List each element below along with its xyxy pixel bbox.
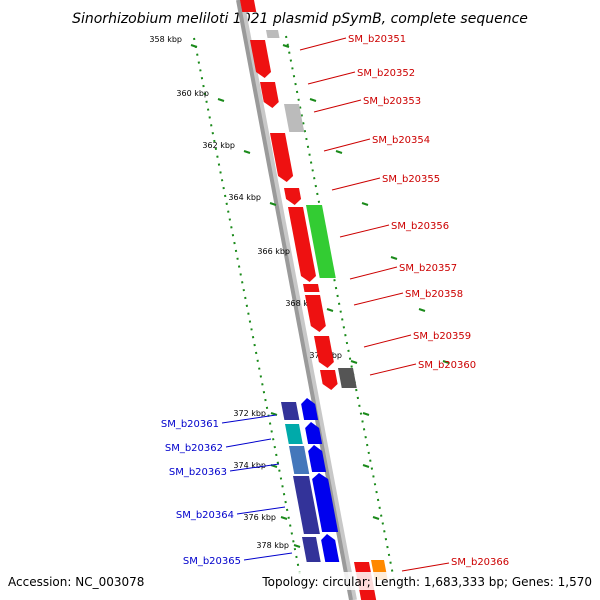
ruler-tick-label: 360 kbp bbox=[176, 89, 209, 98]
gene-feature-sm-b20359 bbox=[314, 336, 334, 368]
gene-feature-sm-b20362-inner bbox=[285, 424, 303, 444]
gene-label-leader bbox=[225, 438, 272, 448]
gene-label[interactable]: SM_b20360 bbox=[418, 360, 476, 371]
ruler-tick bbox=[217, 98, 225, 102]
gene-feature-sm-b20362 bbox=[305, 422, 323, 444]
gene-feature-sm-b20360 bbox=[320, 370, 338, 390]
backbone-line bbox=[236, 0, 353, 600]
gene-feature-sm-b20358 bbox=[305, 295, 326, 332]
gene-label[interactable]: SM_b20356 bbox=[391, 221, 449, 232]
ruler-tick-label: 366 kbp bbox=[257, 247, 290, 256]
gene-feature-sm-b20357 bbox=[303, 284, 320, 292]
gene-label-leader bbox=[369, 363, 417, 376]
ruler-tick-right bbox=[309, 98, 317, 102]
gene-label[interactable]: SM_b20364 bbox=[176, 510, 234, 521]
gene-feature-sm-b20354 bbox=[270, 133, 294, 182]
gene-feature-sm-b20351-tail bbox=[266, 30, 280, 38]
gene-label-leader bbox=[401, 562, 450, 572]
gene-feature-sm-b20352 bbox=[250, 40, 272, 78]
gene-label-leader bbox=[363, 334, 412, 348]
ruler-tick bbox=[190, 44, 198, 48]
gene-feature-sm-b20355 bbox=[284, 188, 302, 205]
gene-label-leader bbox=[349, 266, 398, 280]
gene-label-leader bbox=[243, 552, 293, 561]
gene-label-leader bbox=[331, 177, 381, 191]
gene-label-leader bbox=[313, 99, 362, 113]
gene-label[interactable]: SM_b20362 bbox=[165, 443, 223, 454]
ruler-tick-right bbox=[335, 150, 343, 154]
ruler-tick-label: 374 kbp bbox=[233, 461, 266, 470]
accession-text: Accession: NC_003078 bbox=[8, 575, 144, 589]
gene-label[interactable]: SM_b20359 bbox=[413, 331, 471, 342]
ruler-tick bbox=[280, 516, 288, 520]
ruler-tick-right bbox=[282, 44, 290, 48]
gene-label[interactable]: SM_b20353 bbox=[363, 96, 421, 107]
gene-feature-sm-b20365 bbox=[321, 534, 340, 562]
gene-label[interactable]: SM_b20354 bbox=[372, 135, 430, 146]
gene-label[interactable]: SM_b20366 bbox=[451, 557, 509, 568]
genome-summary-text: Topology: circular; Length: 1,683,333 bp… bbox=[261, 575, 592, 589]
ruler-tick-label: 364 kbp bbox=[228, 193, 261, 202]
gene-feature-sm-b20361-inner bbox=[281, 402, 300, 420]
ruler-tick-label: 378 kbp bbox=[256, 541, 289, 550]
ruler-tick-right bbox=[418, 308, 426, 312]
gene-feature-sm-b20364-inner bbox=[293, 476, 320, 534]
gene-label[interactable]: SM_b20357 bbox=[399, 263, 457, 274]
ruler-tick-right bbox=[362, 412, 370, 416]
gene-feature-sm-b20356 bbox=[288, 207, 316, 282]
ruler-tick-right bbox=[372, 516, 380, 520]
ruler-tick-right bbox=[362, 464, 370, 468]
gene-feature-sm-b20363 bbox=[308, 445, 327, 472]
gene-label[interactable]: SM_b20358 bbox=[405, 289, 463, 300]
gene-label-leader bbox=[307, 71, 356, 85]
gene-labels: SM_b20351 SM_b20352 SM_b20353 SM_b20354 SM_b… bbox=[161, 34, 509, 572]
ruler-tick-label: 362 kbp bbox=[202, 141, 235, 150]
gene-feature-sm-b20353 bbox=[260, 82, 279, 108]
footer-background bbox=[0, 572, 600, 590]
gene-label[interactable]: SM_b20352 bbox=[357, 68, 415, 79]
gene-features bbox=[240, 0, 388, 600]
backbone-shadow bbox=[238, 0, 357, 600]
ruler-line-left bbox=[193, 37, 302, 581]
gene-feature-sm-b20360-outer bbox=[338, 368, 357, 388]
gene-label-leader bbox=[236, 506, 286, 515]
gene-feature-sm-b20351 bbox=[240, 0, 257, 12]
backbone bbox=[236, 0, 357, 600]
gene-feature-sm-b20365-inner bbox=[302, 537, 321, 562]
gene-label-leader bbox=[221, 414, 277, 424]
gene-label-leader bbox=[229, 463, 280, 472]
gene-label[interactable]: SM_b20363 bbox=[169, 467, 227, 478]
ruler-tick bbox=[270, 412, 278, 416]
ruler-tick-label: 376 kbp bbox=[243, 513, 276, 522]
ruler-tick bbox=[350, 360, 358, 364]
gene-label-leader bbox=[353, 292, 404, 306]
ruler-tick bbox=[293, 544, 301, 548]
gene-feature-sm-b20364 bbox=[312, 473, 339, 532]
gene-label[interactable]: SM_b20361 bbox=[161, 419, 219, 430]
ruler-tick bbox=[243, 150, 251, 154]
gene-feature-sm-b20363-inner bbox=[289, 446, 310, 474]
gene-label-leader bbox=[339, 224, 390, 238]
ruler-tick-right bbox=[390, 256, 398, 260]
gene-feature-sm-b20356-outer bbox=[306, 205, 336, 278]
gene-label[interactable]: SM_b20351 bbox=[348, 34, 406, 45]
ruler-tick bbox=[326, 308, 334, 312]
map-title: Sinorhizobium meliloti 1021 plasmid pSym… bbox=[72, 11, 528, 27]
gene-label-leader bbox=[299, 37, 347, 51]
ruler-tick-right bbox=[442, 360, 450, 364]
gene-label[interactable]: SM_b20365 bbox=[183, 556, 241, 567]
gene-label-leader bbox=[323, 138, 371, 152]
ruler-tick-label: 368 kbp bbox=[285, 299, 318, 308]
gene-feature-sm-b20353-outer bbox=[284, 104, 305, 132]
ruler-tick bbox=[269, 202, 277, 206]
ruler-tick-label: 358 kbp bbox=[149, 35, 182, 44]
ruler-tick-label: 372 kbp bbox=[233, 409, 266, 418]
gene-feature-sm-b20361 bbox=[301, 398, 319, 420]
gene-label[interactable]: SM_b20355 bbox=[382, 174, 440, 185]
ruler-tick-right bbox=[361, 202, 369, 206]
